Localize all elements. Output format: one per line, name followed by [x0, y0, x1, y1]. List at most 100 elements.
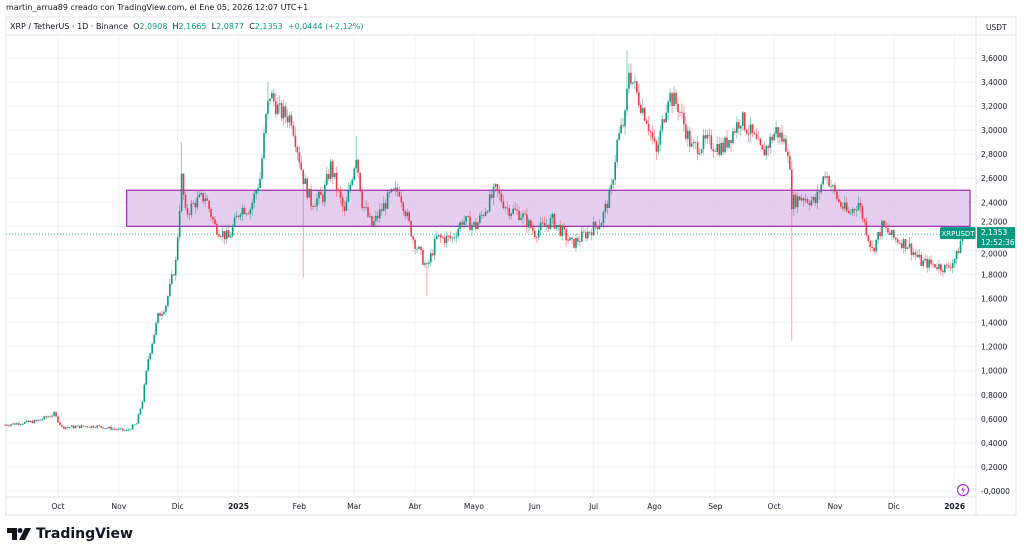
candle	[453, 232, 456, 241]
candle	[482, 213, 485, 219]
candle	[169, 278, 171, 299]
candle-body	[775, 127, 777, 134]
candle-body	[267, 101, 269, 114]
candle-body	[426, 263, 428, 265]
candle-body	[847, 210, 850, 213]
candle-body	[918, 254, 921, 258]
candle-body	[380, 209, 383, 212]
candle	[137, 413, 140, 424]
candle-body	[35, 420, 38, 421]
candle	[957, 247, 960, 254]
candle	[816, 184, 819, 209]
x-tick-label: 2025	[228, 502, 249, 511]
candle-body	[318, 191, 320, 199]
candle	[131, 423, 134, 430]
candle-body	[371, 216, 373, 227]
lightning-icon[interactable]	[956, 483, 970, 497]
candle	[349, 181, 352, 193]
candle-body	[223, 231, 226, 240]
candle	[704, 129, 707, 144]
candle-body	[357, 159, 359, 173]
candle	[645, 117, 648, 125]
candle	[677, 97, 679, 121]
candle	[10, 423, 12, 428]
candle	[722, 137, 724, 155]
candle-body	[43, 416, 46, 420]
candle-body	[169, 283, 171, 297]
candle	[516, 203, 518, 216]
candle-body	[855, 210, 858, 211]
candle-body	[949, 267, 952, 268]
candle-body	[736, 122, 738, 133]
candle-body	[814, 197, 817, 204]
candle	[698, 147, 701, 156]
candle-body	[583, 231, 585, 233]
candle	[455, 231, 458, 244]
candle-body	[276, 104, 279, 115]
candle-body	[753, 132, 756, 135]
candle-body	[443, 237, 446, 243]
candle	[739, 125, 742, 137]
candle-body	[632, 82, 634, 84]
candle-body	[624, 110, 626, 127]
candle	[286, 109, 289, 128]
candle	[732, 127, 734, 145]
candle-body	[755, 134, 758, 139]
candle	[836, 190, 838, 202]
candle-body	[147, 359, 150, 371]
candle	[465, 216, 467, 228]
candle-body	[369, 216, 371, 217]
candle	[57, 415, 59, 423]
candle	[229, 231, 232, 238]
candle-body	[641, 108, 644, 113]
candle	[855, 206, 858, 217]
symbol-title[interactable]: XRP / TetherUS · 1D · Binance	[10, 22, 129, 31]
candle	[834, 181, 836, 195]
candle-body	[218, 234, 220, 237]
candle	[235, 210, 238, 218]
candle-body	[581, 231, 583, 242]
candle	[845, 197, 848, 213]
tradingview-logo[interactable]: TradingView	[7, 526, 133, 542]
candle	[339, 185, 342, 204]
y-tick-label: 1,6000	[981, 295, 1007, 304]
candle-body	[316, 198, 318, 207]
candle	[33, 419, 36, 424]
candle-body	[477, 222, 479, 230]
candle-body	[408, 212, 410, 222]
candle-body	[785, 138, 787, 152]
candle-body	[263, 133, 265, 159]
candle	[930, 255, 932, 268]
candle	[386, 190, 389, 210]
candle	[100, 425, 102, 429]
candle-body	[47, 416, 49, 418]
candle	[469, 211, 471, 231]
y-tick-label: 2,0000	[981, 250, 1007, 259]
candle-body	[329, 161, 332, 179]
candle-body	[257, 187, 259, 191]
candle	[730, 139, 732, 152]
candle-body	[720, 142, 722, 155]
candle	[628, 64, 630, 94]
candle	[673, 86, 675, 107]
candle	[635, 80, 638, 95]
candle-body	[934, 264, 936, 268]
candle	[241, 204, 244, 222]
candle	[388, 189, 391, 198]
candle	[82, 425, 85, 427]
candle-body	[667, 101, 669, 113]
candle	[463, 215, 465, 230]
candle-body	[687, 130, 689, 139]
candle-body	[922, 260, 925, 266]
candle-body	[824, 176, 826, 178]
candle	[659, 125, 662, 151]
candle	[869, 240, 872, 253]
candle-body	[141, 401, 144, 409]
candle	[312, 204, 314, 211]
candle-body	[508, 208, 511, 217]
candle	[557, 224, 560, 231]
zone-rectangle	[126, 189, 971, 227]
candle	[906, 246, 909, 250]
candle-body	[653, 138, 656, 142]
